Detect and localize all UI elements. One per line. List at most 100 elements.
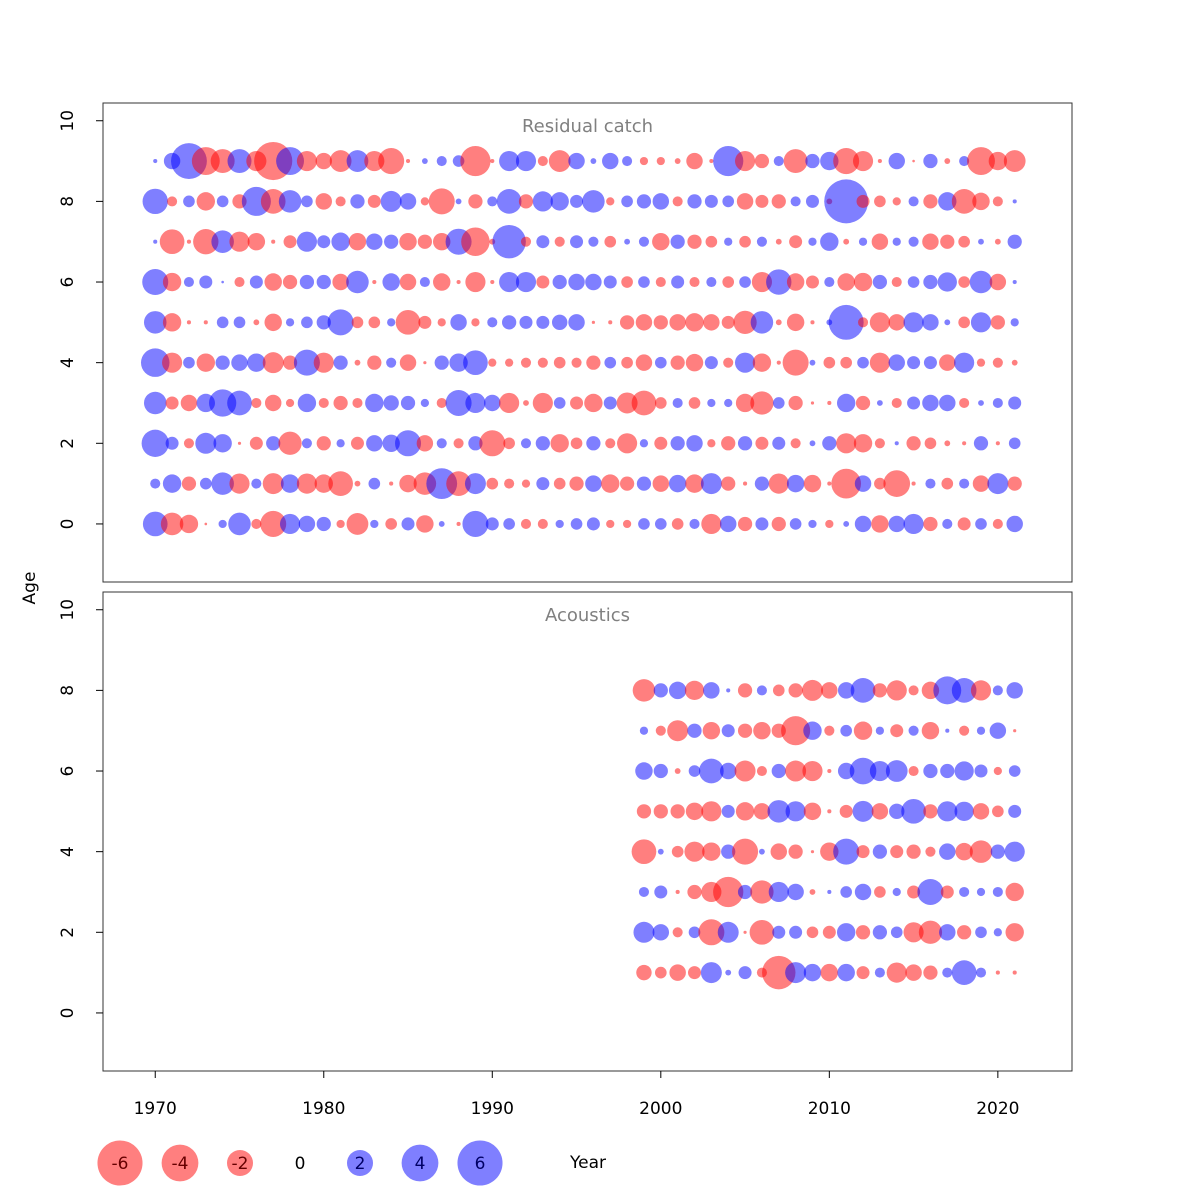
- bubble: [653, 763, 668, 779]
- bubble: [786, 273, 805, 291]
- bubble: [734, 150, 756, 172]
- bubble: [783, 149, 808, 174]
- bubble: [654, 397, 667, 409]
- bubble: [755, 436, 769, 450]
- bubble: [820, 232, 839, 251]
- bubble: [808, 519, 817, 529]
- bubble: [227, 390, 252, 416]
- bubble: [515, 150, 537, 172]
- bubble: [940, 763, 955, 779]
- y-tick-label: 2: [58, 927, 78, 938]
- bubble: [768, 881, 789, 903]
- bubble: [756, 236, 767, 247]
- bubble: [499, 150, 520, 172]
- bubble: [685, 353, 704, 372]
- bubble: [211, 230, 234, 253]
- bubble: [505, 358, 514, 367]
- bubble: [336, 439, 345, 448]
- bubble: [490, 279, 495, 285]
- bubble: [193, 229, 219, 255]
- bubble: [606, 197, 615, 206]
- bubble: [213, 434, 232, 453]
- bubble: [669, 314, 686, 331]
- bubble: [924, 437, 937, 450]
- bubble: [736, 193, 754, 210]
- bubble: [143, 391, 167, 415]
- legend-bubble: [401, 1144, 439, 1182]
- bubble: [140, 348, 170, 377]
- bubble: [891, 397, 902, 409]
- bubble: [282, 274, 298, 290]
- bubble: [836, 433, 857, 454]
- bubble: [521, 479, 531, 488]
- bubble: [837, 273, 855, 291]
- bubble: [159, 229, 185, 255]
- bubble: [485, 517, 499, 531]
- bubble: [723, 357, 734, 368]
- bubble: [655, 725, 666, 736]
- bubble: [1012, 970, 1017, 975]
- bubble: [399, 232, 417, 251]
- bubble: [700, 473, 722, 495]
- bubble: [686, 435, 703, 452]
- bubble: [721, 476, 736, 491]
- bubble: [822, 925, 836, 939]
- bubble: [918, 920, 943, 944]
- bubble: [499, 271, 520, 293]
- bubble: [266, 436, 281, 451]
- bubble: [196, 353, 215, 372]
- bubble: [568, 314, 585, 331]
- bubble: [654, 518, 667, 530]
- bubble: [840, 724, 852, 737]
- bubble: [622, 519, 632, 529]
- bubble: [753, 721, 771, 740]
- bubble: [995, 441, 1000, 446]
- bubble: [382, 434, 400, 453]
- bubble: [721, 436, 736, 451]
- bubble: [368, 316, 381, 329]
- bubble: [638, 276, 650, 288]
- bubble: [555, 519, 564, 529]
- bubble: [437, 318, 446, 327]
- bubble: [959, 478, 970, 489]
- bubble: [972, 803, 990, 820]
- bubble: [921, 721, 940, 740]
- bubble: [975, 518, 987, 530]
- bubble: [366, 233, 383, 250]
- bubble: [229, 231, 250, 252]
- bubble: [738, 966, 752, 980]
- bubble: [617, 433, 638, 454]
- bubble: [260, 510, 287, 537]
- bubble: [416, 435, 434, 452]
- bubble: [707, 398, 716, 408]
- bubble: [827, 768, 832, 774]
- bubble: [775, 319, 782, 326]
- bubble: [959, 156, 970, 167]
- bubble: [755, 517, 769, 531]
- bubble: [537, 156, 548, 167]
- bubble: [1013, 729, 1017, 733]
- bubble: [874, 438, 885, 449]
- bubble: [1006, 682, 1023, 699]
- bubble: [461, 227, 490, 256]
- bubble: [803, 963, 822, 982]
- bubble: [990, 844, 1005, 859]
- bubble: [400, 395, 416, 411]
- bubble: [739, 235, 751, 248]
- bubble: [1010, 318, 1019, 327]
- bubble: [823, 356, 836, 369]
- bubble: [251, 518, 262, 529]
- bubble: [313, 352, 334, 373]
- bubble: [944, 158, 951, 164]
- bubble: [586, 517, 600, 531]
- bubble: [901, 798, 926, 824]
- bubble: [465, 392, 486, 414]
- bubble: [825, 519, 834, 529]
- bubble: [957, 517, 971, 531]
- bubble: [939, 394, 956, 412]
- bubble: [810, 320, 815, 325]
- x-tick-label: 2020: [976, 1099, 1019, 1119]
- bubble: [751, 271, 772, 293]
- bubble: [446, 471, 471, 496]
- bubble: [636, 804, 652, 819]
